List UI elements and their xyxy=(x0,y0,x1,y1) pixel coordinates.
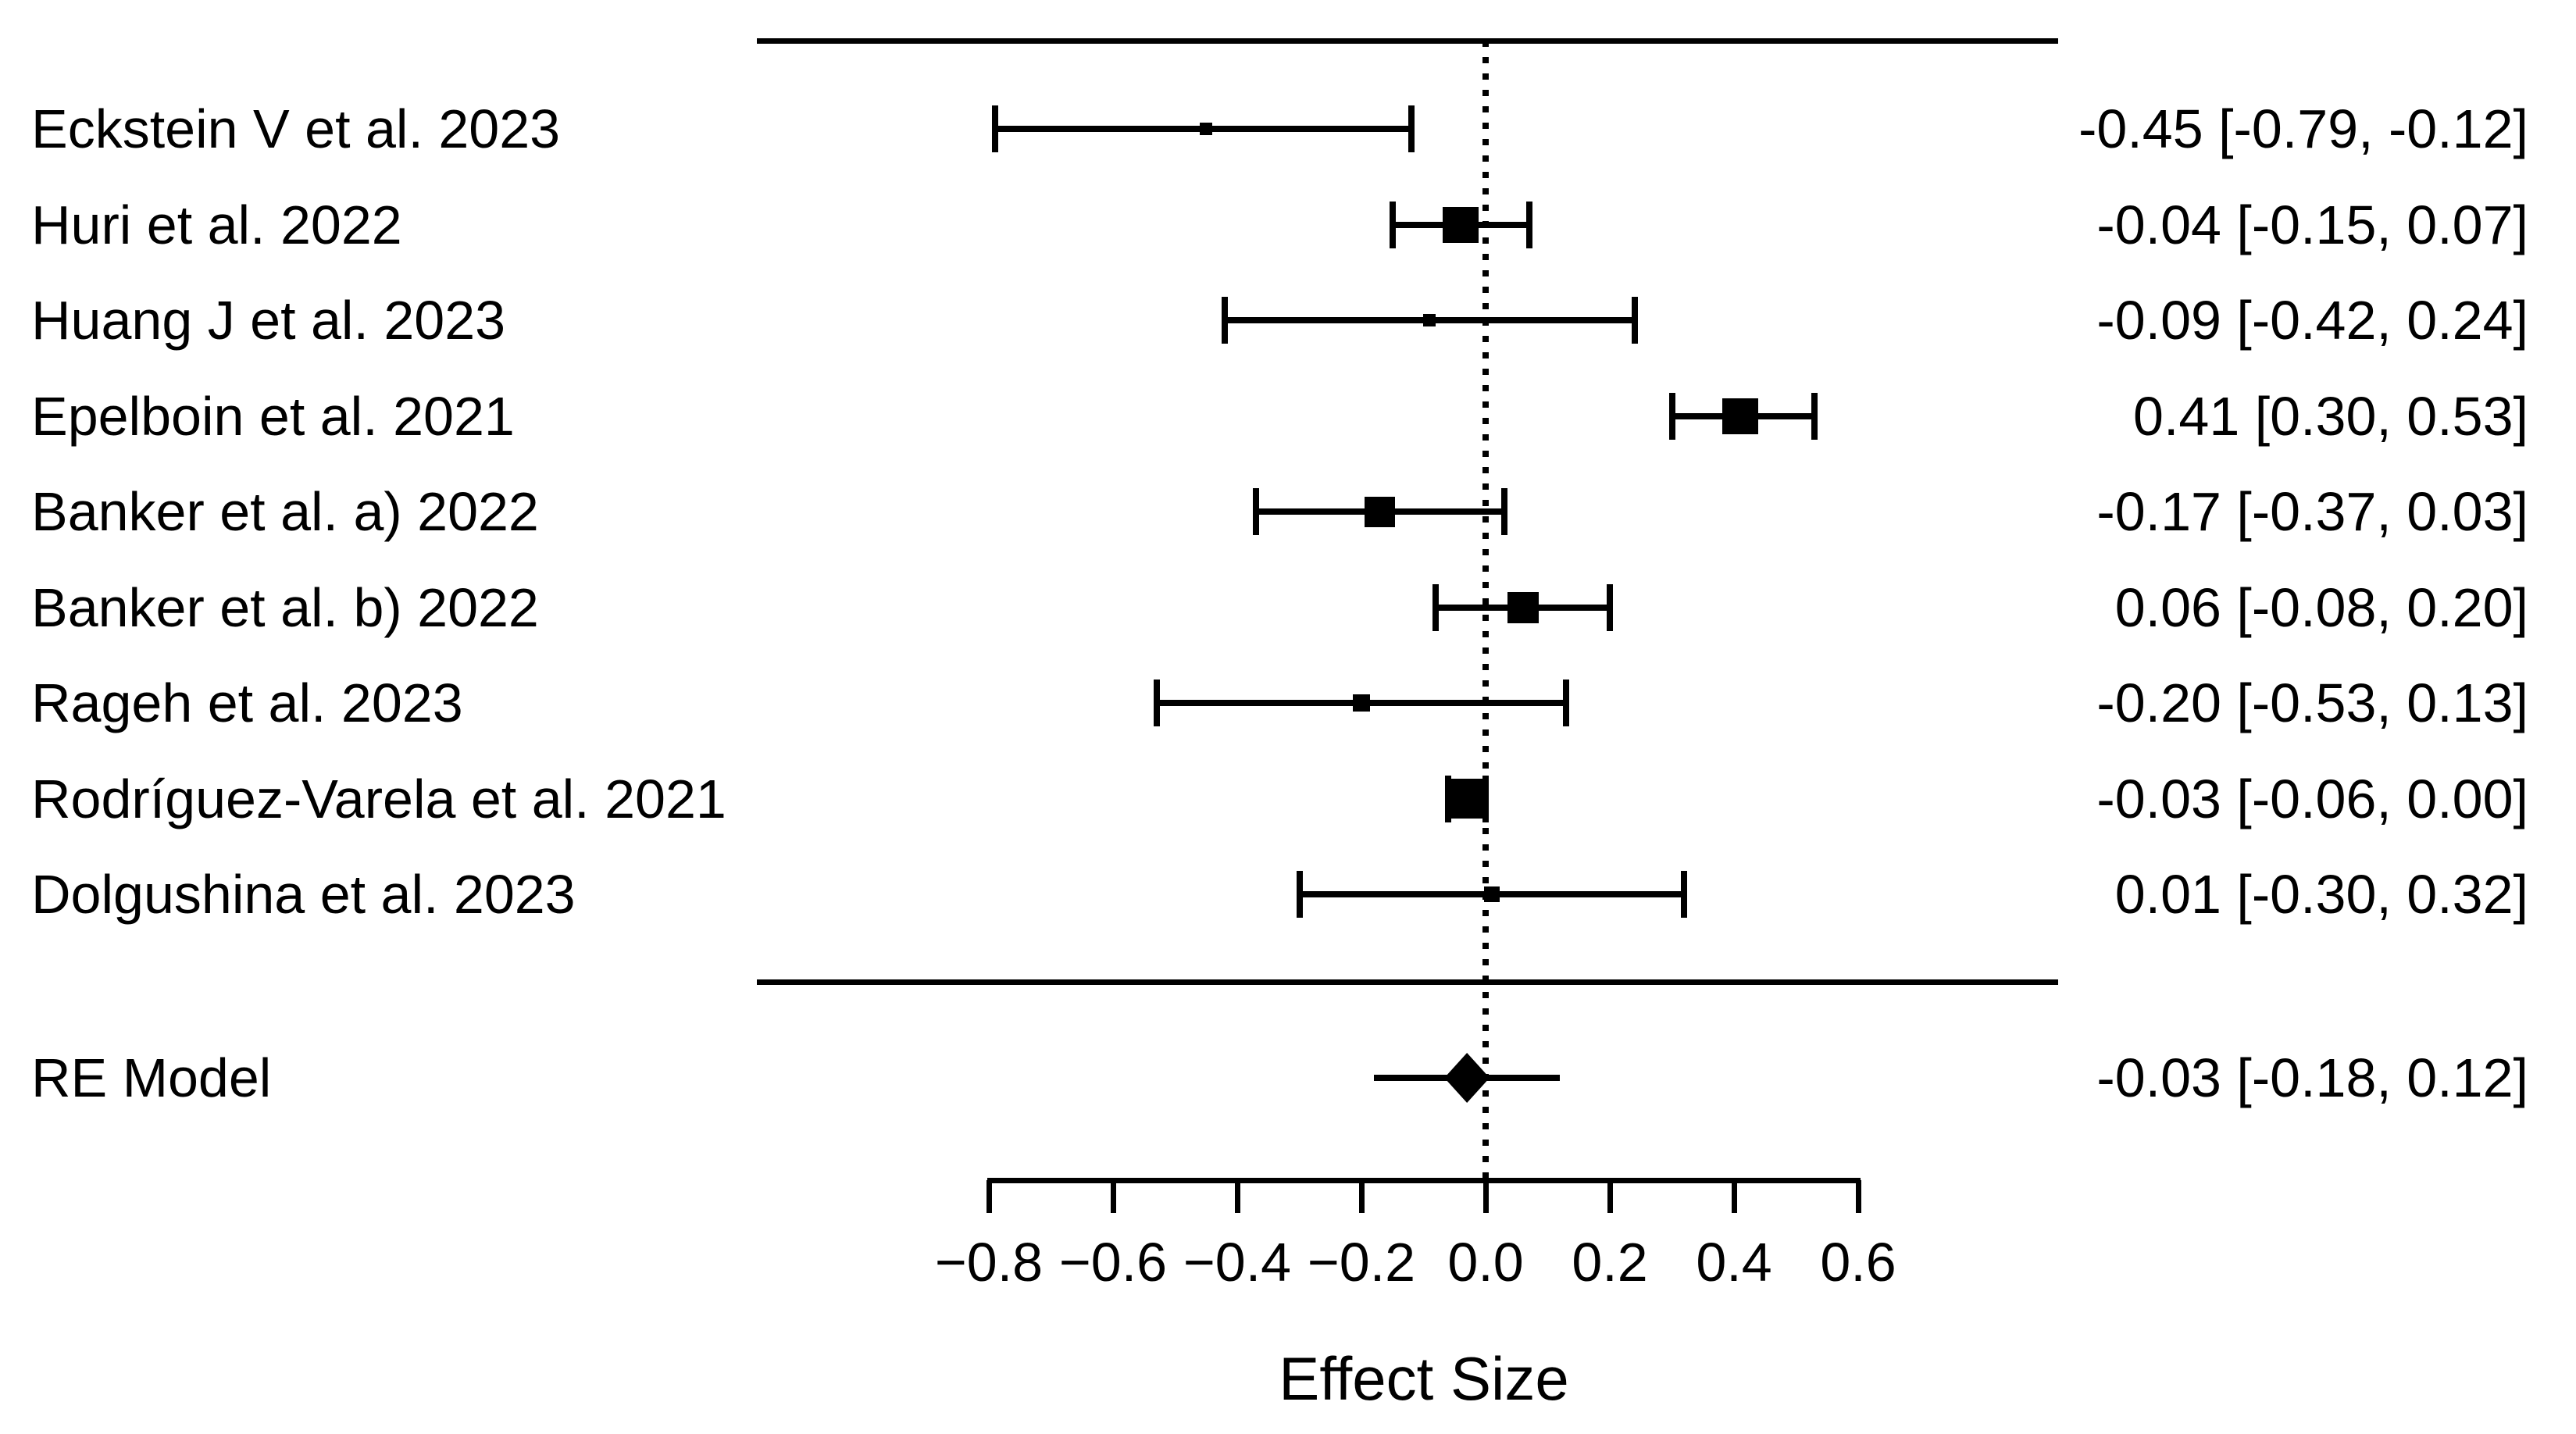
ci-cap-left xyxy=(991,105,998,152)
top-rule xyxy=(757,38,2058,44)
ci-cap-right xyxy=(1811,392,1818,440)
point-marker xyxy=(1507,591,1539,623)
point-marker xyxy=(1365,496,1396,527)
ci-cap-left xyxy=(1432,583,1440,631)
x-axis-tick-label: −0.2 xyxy=(1307,1232,1416,1293)
x-axis-line xyxy=(987,1178,1861,1183)
point-marker xyxy=(1200,123,1213,135)
summary-annotation: -0.03 [-0.18, 0.12] xyxy=(2096,1047,2528,1108)
x-axis-tick xyxy=(1358,1180,1365,1213)
x-axis-tick xyxy=(1607,1180,1613,1213)
x-axis-tick-label: −0.4 xyxy=(1183,1232,1292,1293)
x-axis-tick xyxy=(986,1180,992,1213)
ci-cap-right xyxy=(1525,201,1532,248)
point-marker xyxy=(1423,314,1436,326)
point-marker xyxy=(1443,206,1479,243)
point-marker xyxy=(1447,779,1487,819)
effect-annotation: 0.01 [-0.30, 0.32] xyxy=(2114,864,2528,925)
effect-annotation: -0.45 [-0.79, -0.12] xyxy=(2078,98,2528,159)
ci-cap-left xyxy=(1389,201,1396,248)
ci-cap-left xyxy=(1222,297,1229,344)
x-axis-tick-label: 0.4 xyxy=(1696,1232,1772,1293)
zero-reference-line xyxy=(1482,41,1489,1180)
effect-annotation: -0.20 [-0.53, 0.13] xyxy=(2096,672,2528,733)
effect-annotation: -0.17 [-0.37, 0.03] xyxy=(2096,481,2528,542)
x-axis-title: Effect Size xyxy=(1279,1344,1569,1413)
x-axis-tick-label: −0.6 xyxy=(1058,1232,1168,1293)
ci-cap-right xyxy=(1607,583,1613,631)
effect-annotation: 0.06 [-0.08, 0.20] xyxy=(2114,576,2528,638)
study-label: Banker et al. a) 2022 xyxy=(31,481,539,542)
x-axis-tick xyxy=(1234,1180,1240,1213)
ci-cap-right xyxy=(1563,680,1570,726)
x-axis-tick-label: 0.2 xyxy=(1572,1232,1648,1293)
ci-cap-left xyxy=(1668,392,1675,440)
study-label: Huri et al. 2022 xyxy=(31,194,402,255)
study-label: Banker et al. b) 2022 xyxy=(31,576,539,638)
summary-label: RE Model xyxy=(31,1047,272,1108)
study-label: Rodríguez-Varela et al. 2021 xyxy=(31,768,726,829)
point-marker xyxy=(1483,886,1500,902)
effect-annotation: -0.03 [-0.06, 0.00] xyxy=(2096,768,2528,829)
ci-cap-right xyxy=(1681,871,1688,918)
ci-cap-left xyxy=(1296,871,1303,918)
x-axis-tick-label: 0.6 xyxy=(1820,1232,1896,1293)
ci-cap-right xyxy=(1631,297,1638,344)
study-label: Dolgushina et al. 2023 xyxy=(31,864,576,925)
point-marker xyxy=(1721,398,1758,434)
ci-cap-left xyxy=(1153,680,1160,726)
x-axis-tick xyxy=(1482,1180,1489,1213)
x-axis-tick xyxy=(1110,1180,1116,1213)
x-axis-tick xyxy=(1731,1180,1737,1213)
x-axis-tick-label: 0.0 xyxy=(1447,1232,1524,1293)
effect-annotation: -0.09 [-0.42, 0.24] xyxy=(2096,290,2528,351)
study-label: Huang J et al. 2023 xyxy=(31,290,506,351)
study-label: Rageh et al. 2023 xyxy=(31,672,463,733)
study-label: Eckstein V et al. 2023 xyxy=(31,98,561,159)
ci-cap-left xyxy=(1252,488,1259,535)
point-marker xyxy=(1353,694,1370,712)
ci-cap-right xyxy=(1500,488,1507,535)
x-axis-tick xyxy=(1855,1180,1861,1213)
summary-separator-rule xyxy=(757,979,2058,985)
x-axis-tick-label: −0.8 xyxy=(934,1232,1044,1293)
effect-annotation: 0.41 [0.30, 0.53] xyxy=(2133,385,2528,447)
effect-annotation: -0.04 [-0.15, 0.07] xyxy=(2096,194,2528,255)
ci-cap-right xyxy=(1408,105,1415,152)
study-label: Epelboin et al. 2021 xyxy=(31,385,515,447)
